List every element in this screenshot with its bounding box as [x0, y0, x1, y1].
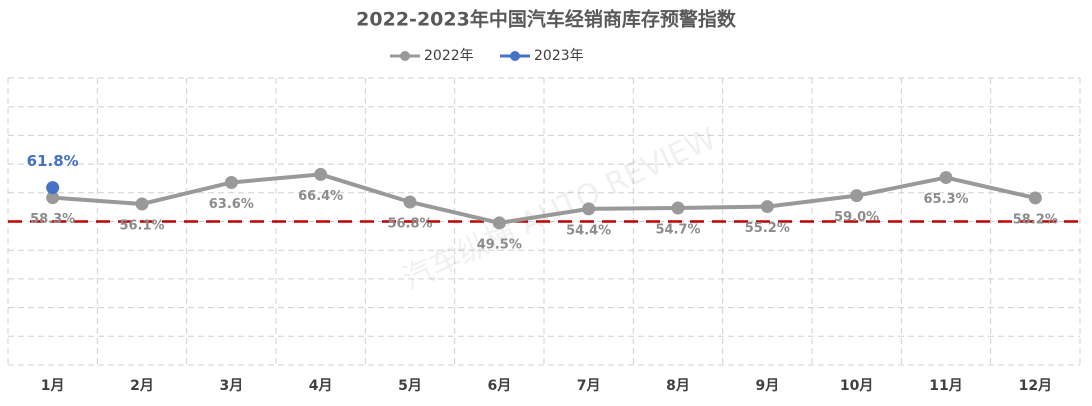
data-point: [46, 191, 60, 205]
x-tick-label: 2月: [130, 378, 154, 394]
legend-marker: [400, 51, 410, 61]
data-point: [760, 200, 774, 214]
x-tick-label: 8月: [666, 378, 690, 394]
legend-marker: [510, 51, 520, 61]
data-label: 49.5%: [477, 237, 522, 252]
data-label: 54.4%: [566, 223, 611, 238]
x-tick-label: 7月: [577, 378, 601, 394]
data-point: [1028, 191, 1042, 205]
data-label: 56.8%: [387, 216, 432, 231]
data-point: [135, 197, 149, 211]
data-label: 54.7%: [655, 223, 700, 238]
data-label: 66.4%: [298, 189, 343, 204]
data-label: 55.2%: [745, 221, 790, 236]
x-tick-label: 3月: [219, 378, 243, 394]
data-label: 58.3%: [30, 212, 75, 227]
x-tick-label: 5月: [398, 378, 422, 394]
x-tick-label: 11月: [929, 378, 962, 394]
data-point: [403, 195, 417, 209]
data-label: 59.0%: [834, 210, 879, 225]
data-point: [582, 202, 596, 216]
data-label: 65.3%: [923, 192, 968, 207]
chart-title: 2022-2023年中国汽车经销商库存预警指数: [356, 8, 737, 31]
data-label: 58.2%: [1013, 212, 1058, 227]
series-line: [52, 172, 1036, 225]
x-tick-label: 6月: [487, 378, 511, 394]
data-point: [492, 216, 506, 230]
x-tick-label: 1月: [41, 378, 65, 394]
data-point: [46, 181, 60, 195]
data-label: 56.1%: [119, 218, 164, 233]
data-point: [314, 167, 328, 181]
data-label: 63.6%: [209, 197, 254, 212]
legend-label: 2022年: [424, 48, 474, 64]
x-tick-label: 12月: [1019, 378, 1052, 394]
data-point: [850, 189, 864, 203]
legend-label: 2023年: [534, 48, 584, 64]
x-tick-label: 9月: [755, 378, 779, 394]
data-point: [671, 201, 685, 215]
data-point: [939, 171, 953, 185]
data-point: [224, 175, 238, 189]
x-tick-label: 10月: [840, 378, 873, 394]
data-label: 61.8%: [27, 152, 79, 170]
x-tick-label: 4月: [309, 378, 333, 394]
